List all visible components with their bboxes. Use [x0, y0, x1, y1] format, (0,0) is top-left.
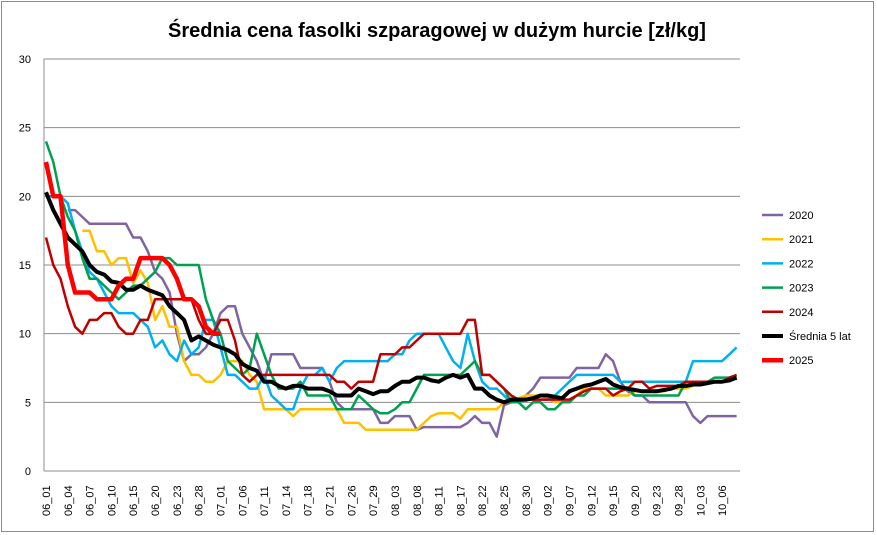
x-tick-label: 06_10 — [106, 485, 118, 516]
legend-label: Średnia 5 lat — [789, 330, 851, 343]
x-tick-label: 10_06 — [717, 485, 729, 516]
x-tick-label: 07_18 — [303, 485, 315, 516]
x-tick-label: 09_15 — [608, 485, 620, 516]
x-tick-label: 06_23 — [172, 485, 184, 516]
x-tick-label: 07_29 — [368, 485, 380, 516]
x-tick-label: 08_22 — [477, 485, 489, 516]
series-lines — [43, 140, 738, 438]
x-tick-label: 07_01 — [215, 485, 227, 516]
legend-label: 2020 — [789, 210, 813, 222]
y-tick-label: 25 — [19, 123, 31, 135]
series-line-2024 — [44, 237, 738, 401]
chart-title: Średnia cena fasolki szparagowej w dużym… — [168, 18, 706, 42]
x-tick-label: 07_11 — [259, 486, 271, 516]
x-tick-label: 07_14 — [281, 485, 293, 516]
x-tick-label: 07_21 — [325, 485, 337, 516]
x-tick-label: 09_07 — [564, 485, 576, 516]
x-tick-label: 06_20 — [150, 485, 162, 516]
x-tick-label: 07_26 — [346, 485, 358, 516]
x-tick-label: 10_03 — [695, 485, 707, 516]
x-tick-label: 09_12 — [586, 485, 598, 516]
legend-label: 2022 — [789, 258, 813, 270]
legend-label: 2025 — [789, 355, 813, 367]
x-tick-label: 08_25 — [499, 485, 511, 516]
y-tick-label: 5 — [25, 397, 31, 409]
x-tick-label: 09_20 — [630, 485, 642, 516]
x-tick-label: 06_28 — [194, 485, 206, 516]
x-tick-label: 06_15 — [128, 485, 140, 516]
series-line-2021 — [82, 229, 738, 432]
legend-label: 2023 — [789, 283, 813, 295]
y-tick-label: 10 — [19, 329, 31, 341]
x-tick-label: 08_11 — [434, 486, 446, 516]
x-tick-label: 08_08 — [412, 485, 424, 516]
legend: 2020 2021 2022 2023 2024 Średnia 5 lat 2025 — [762, 210, 851, 367]
y-axis: 0 5 10 15 20 25 30 — [19, 54, 45, 478]
x-tick-label: 09_23 — [652, 485, 664, 516]
x-tick-label: 09_02 — [543, 485, 555, 516]
x-tick-label: 06_04 — [63, 485, 75, 516]
series-line-2023 — [44, 140, 737, 415]
x-tick-label: 08_03 — [390, 485, 402, 516]
x-axis: 06_01 06_04 06_07 06_10 06_15 06_20 06_23 06_28… — [41, 485, 729, 516]
series-line-2022 — [46, 195, 738, 411]
legend-label: 2021 — [789, 234, 813, 246]
y-tick-label: 20 — [19, 191, 31, 203]
x-tick-label: 08_30 — [521, 485, 533, 516]
x-tick-label: 08_17 — [455, 485, 467, 516]
gridlines — [44, 58, 740, 472]
x-tick-label: 07_06 — [237, 485, 249, 516]
x-tick-label: 06_01 — [41, 485, 53, 516]
y-tick-label: 30 — [19, 54, 31, 66]
series-line-średnia-5-lat — [44, 191, 738, 405]
x-tick-label: 09_28 — [673, 485, 685, 516]
legend-label: 2024 — [789, 307, 813, 319]
series-line-2025 — [43, 161, 221, 336]
y-tick-label: 15 — [19, 260, 31, 272]
y-tick-label: 0 — [25, 466, 31, 478]
x-tick-label: 06_07 — [85, 485, 97, 516]
